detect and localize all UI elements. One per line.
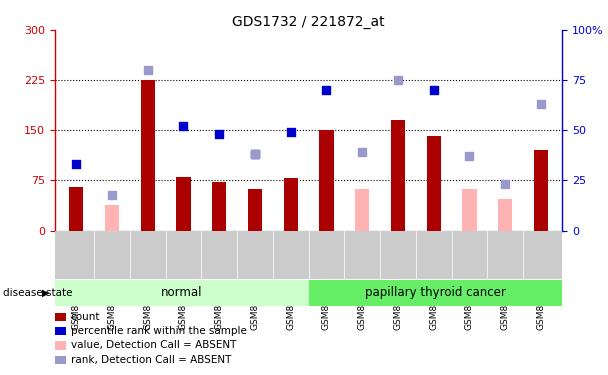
Point bbox=[500, 182, 510, 188]
Point bbox=[536, 101, 546, 107]
Bar bbox=[283, 178, 298, 231]
Text: rank, Detection Call = ABSENT: rank, Detection Call = ABSENT bbox=[71, 355, 231, 364]
Point bbox=[250, 152, 260, 157]
Text: normal: normal bbox=[161, 286, 202, 299]
Bar bbox=[391, 120, 405, 231]
Text: count: count bbox=[71, 312, 100, 322]
Bar bbox=[105, 205, 119, 231]
Text: percentile rank within the sample: percentile rank within the sample bbox=[71, 326, 246, 336]
Bar bbox=[308, 280, 562, 306]
Point bbox=[429, 87, 438, 93]
Bar bbox=[355, 189, 369, 231]
Bar bbox=[176, 177, 190, 231]
Point bbox=[286, 129, 295, 135]
Point bbox=[214, 131, 224, 137]
Text: disease state: disease state bbox=[3, 288, 72, 297]
Point bbox=[250, 152, 260, 157]
Bar bbox=[427, 136, 441, 231]
Title: GDS1732 / 221872_at: GDS1732 / 221872_at bbox=[232, 15, 385, 29]
Text: ▶: ▶ bbox=[43, 288, 50, 297]
Bar bbox=[462, 189, 477, 231]
Text: value, Detection Call = ABSENT: value, Detection Call = ABSENT bbox=[71, 340, 236, 350]
Bar bbox=[534, 150, 548, 231]
Point bbox=[143, 67, 153, 73]
Bar bbox=[69, 187, 83, 231]
Point bbox=[465, 153, 474, 159]
Point bbox=[358, 149, 367, 155]
Point bbox=[71, 161, 81, 167]
Text: papillary thyroid cancer: papillary thyroid cancer bbox=[365, 286, 506, 299]
Bar bbox=[212, 183, 226, 231]
Point bbox=[322, 87, 331, 93]
Bar bbox=[319, 130, 334, 231]
Bar bbox=[55, 280, 308, 306]
Bar bbox=[248, 189, 262, 231]
Bar bbox=[140, 80, 155, 231]
Point bbox=[393, 77, 403, 83]
Point bbox=[179, 123, 188, 129]
Point bbox=[107, 192, 117, 198]
Bar bbox=[498, 198, 513, 231]
